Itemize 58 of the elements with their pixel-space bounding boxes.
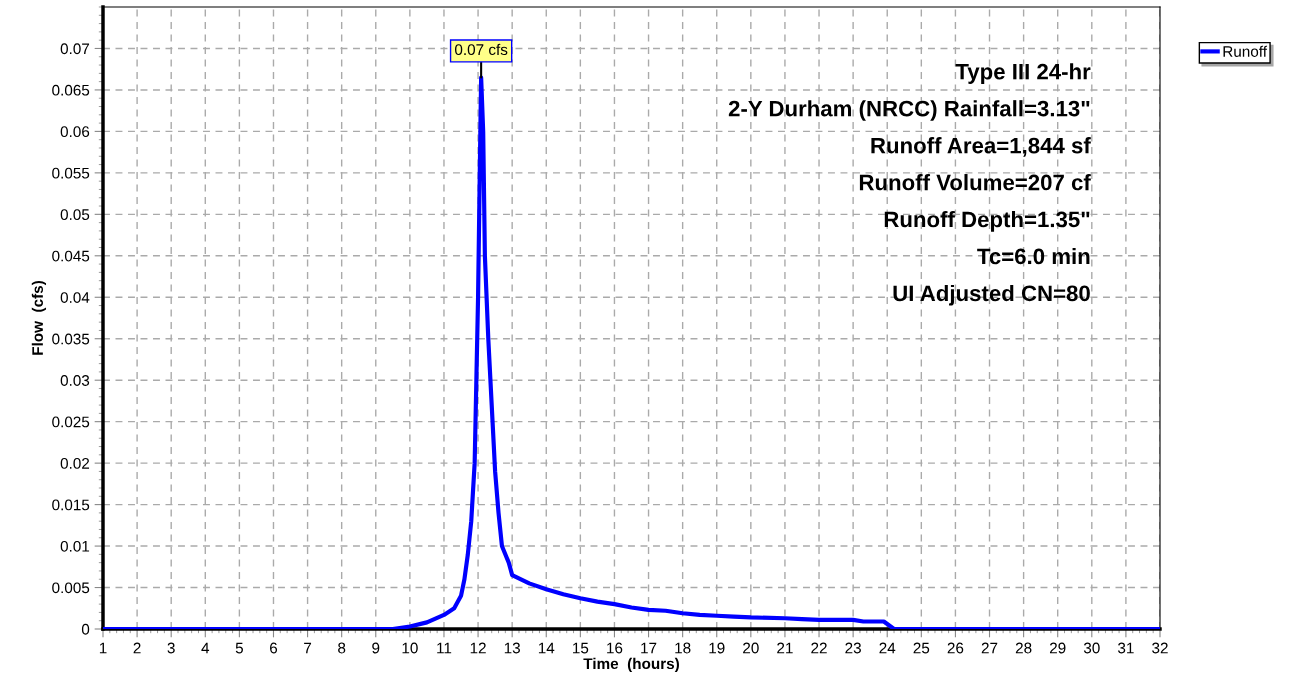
x-tick-label: 4 <box>201 642 210 654</box>
annotation: Runoff Volume=207 cf <box>859 174 1091 191</box>
x-tick-label: 9 <box>372 642 380 654</box>
x-tick-label: 21 <box>777 642 793 654</box>
x-tick-label: 28 <box>1015 642 1032 654</box>
x-tick-label: 30 <box>1083 642 1100 654</box>
y-axis-title: Flow (cfs) <box>31 280 47 355</box>
x-tick-label: 18 <box>675 642 691 654</box>
x-tick-label: 19 <box>709 642 725 654</box>
x-tick-label: 16 <box>607 642 623 654</box>
x-tick-label: 1 <box>99 642 107 654</box>
y-tick-label: 0.025 <box>52 416 90 428</box>
x-tick-label: 3 <box>167 642 175 654</box>
x-tick-label: 15 <box>573 642 589 654</box>
x-tick-label: 26 <box>947 642 964 654</box>
x-tick-label: 29 <box>1049 642 1066 654</box>
annotation: Tc=6.0 min <box>977 247 1090 265</box>
x-tick-label: 11 <box>437 642 452 654</box>
y-tick-label: 0.02 <box>60 458 90 469</box>
y-tick-label: 0.01 <box>60 540 90 552</box>
y-tick-label: 0.065 <box>52 84 90 96</box>
x-tick-label: 17 <box>641 642 657 654</box>
y-tick-label: 0.03 <box>60 375 90 386</box>
x-axis-title: Time (hours) <box>583 657 679 673</box>
x-tick-label: 23 <box>845 642 861 654</box>
y-tick-label: 0.07 <box>60 43 90 55</box>
x-tick-label: 7 <box>304 642 312 654</box>
x-tick-label: 27 <box>981 642 998 654</box>
y-tick-label: 0.045 <box>52 250 90 262</box>
y-tick-label: 0.015 <box>52 499 90 511</box>
y-tick-label: 0.005 <box>52 582 90 594</box>
y-tick-label: 0.05 <box>60 209 90 221</box>
x-tick-label: 22 <box>811 642 827 654</box>
annotation: Type III 24-hr <box>955 63 1091 84</box>
y-tick-label: 0.04 <box>60 292 90 303</box>
annotation: UI Adjusted CN=80 <box>893 284 1090 306</box>
x-tick-label: 31 <box>1117 642 1134 654</box>
x-tick-label: 10 <box>402 642 418 654</box>
y-tick-label: 0 <box>81 623 90 635</box>
annotation: 2-Y Durham (NRCC) Rainfall=3.13" <box>728 100 1090 121</box>
x-tick-label: 12 <box>470 642 486 654</box>
x-tick-label: 2 <box>133 642 141 654</box>
x-tick-label: 32 <box>1152 642 1168 654</box>
y-tick-label: 0.035 <box>52 333 90 345</box>
x-tick-label: 13 <box>504 642 520 654</box>
legend-label: Runoff <box>1223 45 1268 57</box>
x-tick-label: 25 <box>913 642 930 654</box>
x-tick-label: 20 <box>743 642 759 654</box>
x-tick-label: 8 <box>338 642 346 654</box>
x-tick-label: 5 <box>235 642 243 654</box>
annotation: 0.07 cfs <box>454 43 508 56</box>
x-tick-label: 14 <box>538 642 555 654</box>
x-tick-label: 6 <box>270 642 278 654</box>
x-tick-label: 24 <box>879 642 896 654</box>
annotation: Runoff Area=1,844 sf <box>871 137 1091 157</box>
y-tick-label: 0.055 <box>52 167 90 179</box>
annotation: Runoff Depth=1.35" <box>884 210 1090 232</box>
y-tick-label: 0.06 <box>60 126 90 138</box>
